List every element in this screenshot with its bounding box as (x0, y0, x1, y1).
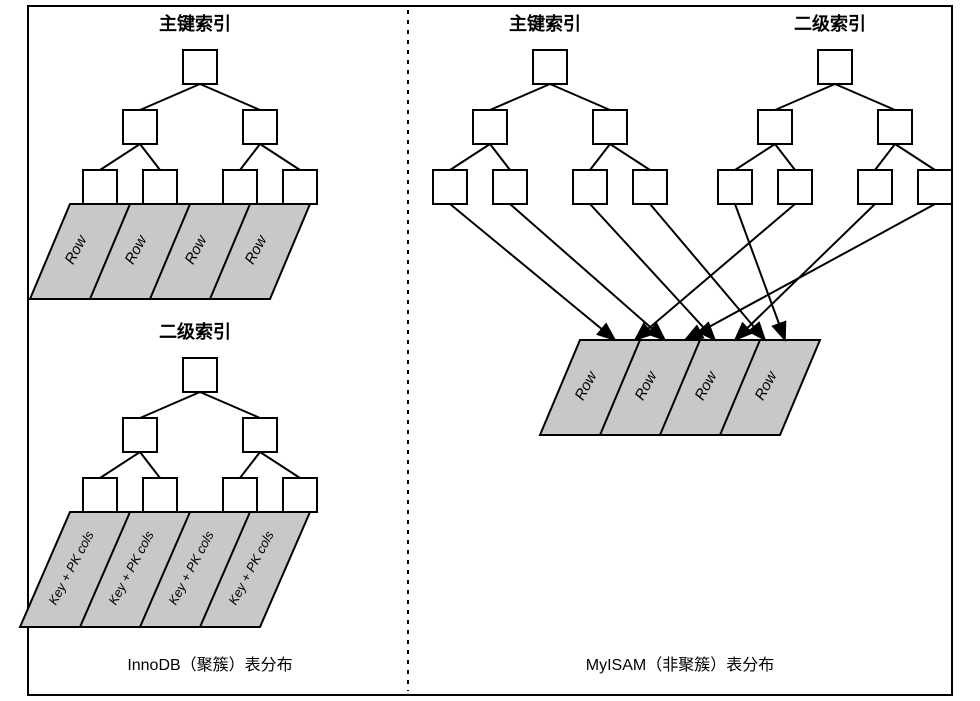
svg-text:MyISAM（非聚簇）表分布: MyISAM（非聚簇）表分布 (586, 656, 774, 674)
svg-text:二级索引: 二级索引 (159, 321, 231, 342)
svg-text:主键索引: 主键索引 (509, 13, 581, 34)
index-diagram: 主键索引二级索引主键索引二级索引RowRowRowRowKey + PK col… (0, 0, 980, 701)
svg-text:InnoDB（聚簇）表分布: InnoDB（聚簇）表分布 (127, 656, 292, 674)
svg-text:二级索引: 二级索引 (794, 13, 866, 34)
svg-text:主键索引: 主键索引 (159, 13, 231, 34)
